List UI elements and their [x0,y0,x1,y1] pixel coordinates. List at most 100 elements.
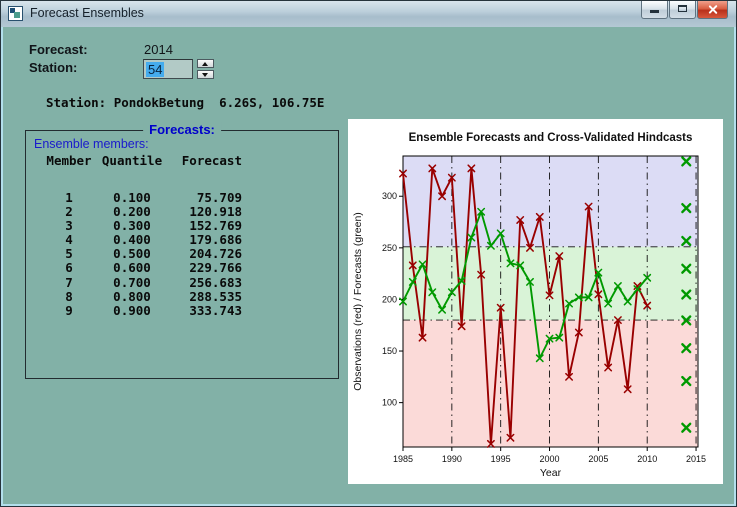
x-tick-label: 2010 [637,454,657,464]
marker-observations [477,270,486,279]
cell-forecast: 120.918 [189,204,242,220]
maximize-icon [678,5,687,12]
close-icon [707,4,719,15]
cell-quantile: 0.300 [113,218,151,234]
cell-quantile: 0.800 [113,288,151,304]
cell-quantile: 0.100 [113,190,151,205]
table-row: 8 0.800 288.535 [38,288,330,304]
marker-observations [408,261,417,270]
table-row: 7 0.700 256.683 [38,274,330,290]
cell-forecast: 333.743 [189,302,242,318]
marker-observations [526,243,534,252]
marker-observations [623,385,632,394]
column-header-member: Member [46,153,92,168]
marker-observations [428,164,437,173]
zone-normal [403,246,698,321]
x-tick-label: 1995 [491,454,511,464]
minimize-button[interactable] [641,1,668,19]
marker-ensemble-forecasts-2014 [681,263,692,274]
marker-observations [447,173,456,182]
table-row: 1 0.100 75.709 [38,190,330,205]
x-tick-label: 2015 [686,454,706,464]
cell-quantile: 0.900 [113,302,151,318]
table-row: 3 0.300 152.769 [38,219,330,233]
close-button[interactable] [697,1,728,19]
marker-observations [535,212,544,221]
minimize-icon [650,10,659,13]
y-tick-label: 150 [382,346,397,356]
column-header-forecast: Forecast [181,153,242,168]
groupbox-title: Forecasts: [143,122,221,137]
marker-cross-validated-hindcasts [447,288,456,297]
table-body: 1 0.100 75.709 2 0.200 120.918 3 0.300 152.769 4 0… [38,190,330,318]
cell-member: 8 [65,288,73,304]
cell-member: 3 [65,218,73,234]
cell-member: 5 [65,246,73,262]
marker-observations [584,202,593,211]
window-title: Forecast Ensembles [30,6,144,20]
series-line-observations [402,167,649,445]
station-input-selection: 54 [146,61,165,77]
cell-forecast: 288.535 [189,288,242,304]
marker-cross-validated-hindcasts [408,277,417,286]
marker-cross-validated-hindcasts [613,282,622,290]
marker-ensemble-forecasts-2014 [681,375,692,387]
marker-cross-validated-hindcasts [457,276,466,285]
chart-ylabel: Observations (red) / Forecasts (green) [352,212,364,391]
marker-cross-validated-hindcasts [467,233,476,242]
marker-cross-validated-hindcasts [623,297,632,306]
marker-observations [604,363,613,372]
app-icon [8,6,23,21]
table-row: 2 0.200 120.918 [38,204,330,220]
table-row: 6 0.600 229.766 [38,261,330,275]
marker-cross-validated-hindcasts [477,207,486,216]
station-label: Station: [29,60,78,75]
marker-cross-validated-hindcasts [438,305,447,314]
maximize-button[interactable] [669,1,696,19]
cell-member: 7 [65,274,73,290]
marker-cross-validated-hindcasts [506,259,515,268]
marker-observations [516,216,525,224]
marker-cross-validated-hindcasts [594,268,603,277]
arrow-up-icon [202,62,208,66]
table-row: 9 0.900 333.743 [38,302,330,318]
station-input[interactable]: 54 [143,59,193,79]
station-spinner [197,59,214,79]
forecasts-groupbox: Forecasts: Ensemble members: Member Quan… [25,122,339,379]
marker-observations [438,192,447,201]
x-tick-label: 1990 [442,454,462,464]
ensemble-members-label: Ensemble members: [34,137,149,151]
marker-observations [594,290,603,299]
table-header: Member Quantile Forecast [38,153,330,168]
marker-ensemble-forecasts-2014 [681,289,692,300]
table-row: 5 0.500 204.726 [38,247,330,261]
marker-cross-validated-hindcasts [545,334,554,343]
chart-xlabel: Year [540,467,562,479]
station-info: Station: PondokBetung 6.26S, 106.75E [46,95,325,110]
marker-observations [418,333,427,342]
marker-observations [633,282,642,290]
x-tick-label: 1985 [393,454,413,464]
x-tick-label: 2000 [540,454,560,464]
x-tick-label: 2005 [588,454,608,464]
table-row: 4 0.400 179.686 [38,233,330,247]
marker-cross-validated-hindcasts [418,260,427,269]
marker-cross-validated-hindcasts [584,293,593,302]
marker-ensemble-forecasts-2014 [681,235,692,247]
spinner-up-button[interactable] [197,59,214,68]
forecast-chart: 1985 1990 1995 2000 2005 2010 2015 100 150 200 250… [352,132,706,479]
marker-cross-validated-hindcasts [555,333,564,342]
cell-member: 1 [65,190,73,205]
cell-quantile: 0.200 [113,204,151,220]
marker-observations [486,439,495,448]
cell-forecast: 204.726 [189,246,242,262]
marker-ensemble-forecasts-2014 [681,315,692,326]
marker-cross-validated-hindcasts [633,285,642,294]
marker-observations [399,169,407,178]
marker-observations [555,252,564,261]
marker-cross-validated-hindcasts [565,299,574,308]
cell-quantile: 0.700 [113,274,151,290]
spinner-down-button[interactable] [197,70,214,79]
chart-title: Ensemble Forecasts and Cross-Validated H… [409,132,693,144]
cell-forecast: 152.769 [189,218,242,234]
